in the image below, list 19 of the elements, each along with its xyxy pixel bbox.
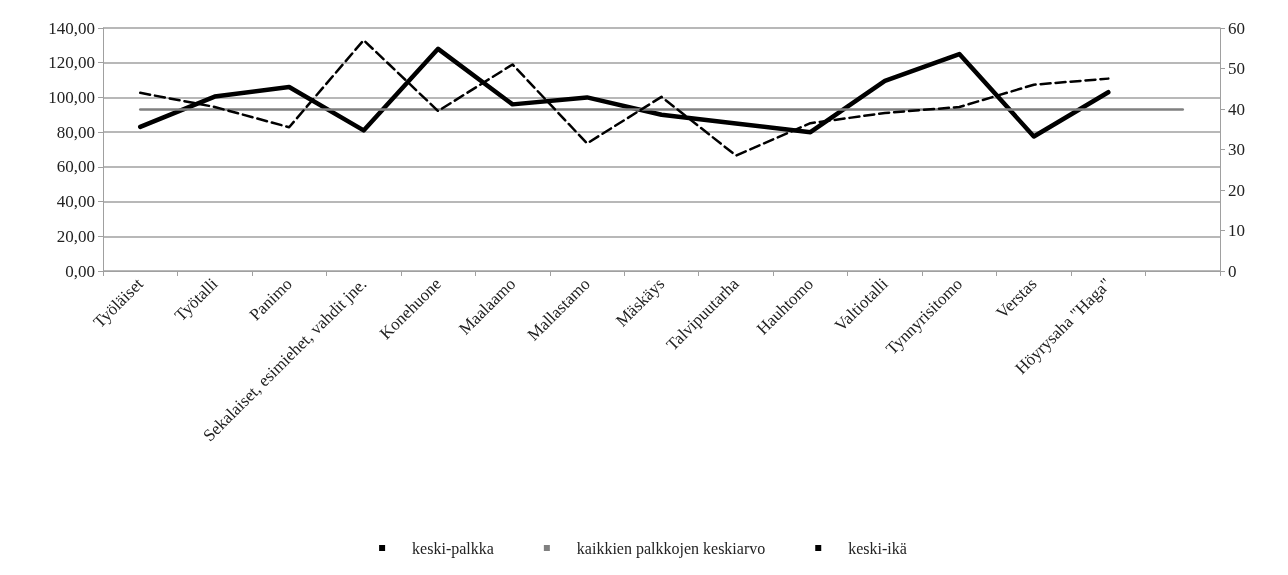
legend-label: kaikkien palkkojen keskiarvo bbox=[576, 539, 766, 558]
y2-tick-label: 50 bbox=[1228, 59, 1245, 78]
y-tick-label: 80,00 bbox=[56, 122, 95, 142]
legend-label: keski-palkka bbox=[412, 539, 494, 558]
y2-tick-label: 10 bbox=[1228, 221, 1245, 240]
y2-tick-label: 40 bbox=[1228, 99, 1245, 119]
y-tick-label: 140,00 bbox=[48, 18, 95, 38]
y2-tick-label: 0 bbox=[1228, 261, 1237, 281]
y-tick-label: 0,00 bbox=[65, 261, 95, 281]
y-tick-label: 120,00 bbox=[48, 53, 95, 73]
legend-label: keski-ikä bbox=[848, 539, 907, 557]
y-tick-label: 100,00 bbox=[48, 87, 95, 107]
y2-tick-label: 20 bbox=[1228, 180, 1245, 200]
y-tick-label: 60,00 bbox=[56, 157, 95, 177]
y2-tick-label: 30 bbox=[1228, 140, 1245, 159]
y2-tick-label: 60 bbox=[1228, 18, 1245, 38]
line-series bbox=[138, 38, 1110, 157]
y-tick-label: 40,00 bbox=[56, 192, 95, 212]
y-tick-label: 20,00 bbox=[56, 226, 95, 246]
